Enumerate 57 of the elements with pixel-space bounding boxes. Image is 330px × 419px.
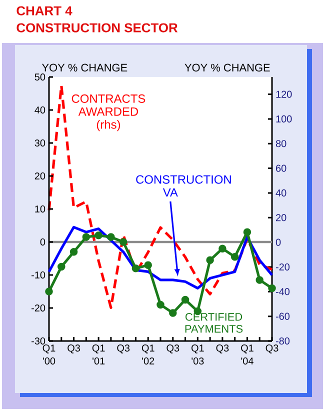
x-tick-label: Q1 '01 (92, 344, 105, 365)
y-axis-title: YOY % CHANGE (42, 64, 128, 72)
x-tick-label: Q1 '02 (142, 344, 154, 365)
chart-subtitle: CONSTRUCTION SECTOR (16, 23, 178, 32)
y2-tick-label: -60 (276, 312, 290, 320)
x-tick-label: Q3 (216, 344, 229, 354)
y-tick-label: 50 (34, 73, 46, 81)
point (156, 300, 164, 309)
point (119, 238, 128, 246)
line-series (48, 226, 274, 290)
y2-tick-label: -40 (276, 288, 290, 296)
y2-tick-label: 40 (276, 189, 286, 196)
point (70, 248, 78, 256)
y2-tick-label: 100 (276, 115, 292, 122)
y2-axis-title: YOY % CHANGE (184, 64, 270, 72)
y2-tick-label: -80 (276, 337, 290, 345)
point (45, 288, 53, 296)
point (181, 296, 190, 304)
y-tick-label: 40 (34, 106, 46, 114)
chart-title: CHART 4 (16, 6, 72, 16)
point (132, 264, 140, 272)
y-tick-label: 20 (34, 172, 46, 180)
point (82, 233, 90, 241)
y2-tick-label: 80 (276, 140, 286, 148)
y-tick-label: -30 (32, 337, 46, 345)
x-tick-label: Q3 (166, 344, 180, 354)
x-tick-label: Q3 (266, 344, 278, 354)
series-label: CERTIFIED PAYMENTS (185, 313, 243, 333)
point (218, 244, 226, 252)
line-series (48, 84, 274, 309)
x-tick-label: Q1 '00 (42, 344, 56, 365)
text: CONSTRUCTION VA (136, 175, 231, 197)
x-tick-label: Q3 (117, 344, 130, 354)
y-tick-label: -20 (32, 304, 46, 312)
point (206, 256, 214, 264)
point (107, 233, 115, 241)
y-tick-label: 10 (35, 205, 46, 213)
point (58, 262, 66, 271)
y2-tick-label: 0 (276, 238, 281, 246)
point (144, 261, 152, 269)
y-tick-label: 0 (40, 238, 46, 246)
y2-tick-label: 20 (276, 214, 286, 222)
x-tick-label: Q1 '03 (191, 344, 204, 365)
point (230, 252, 239, 261)
series-label: CONTRACTS AWARDED (rhs) (72, 94, 146, 132)
x-tick-label: Q3 (68, 344, 80, 354)
point (268, 284, 276, 292)
x-tick-label: Q1 '04 (241, 344, 254, 365)
y2-tick-label: 60 (276, 164, 286, 172)
y2-tick-label: -20 (276, 263, 290, 271)
y2-tick-label: 120 (276, 90, 292, 98)
y-tick-label: 30 (34, 139, 46, 147)
point (243, 228, 252, 236)
point (169, 309, 177, 317)
point (256, 276, 264, 284)
point (94, 232, 102, 240)
y-tick-label: -10 (32, 271, 46, 279)
